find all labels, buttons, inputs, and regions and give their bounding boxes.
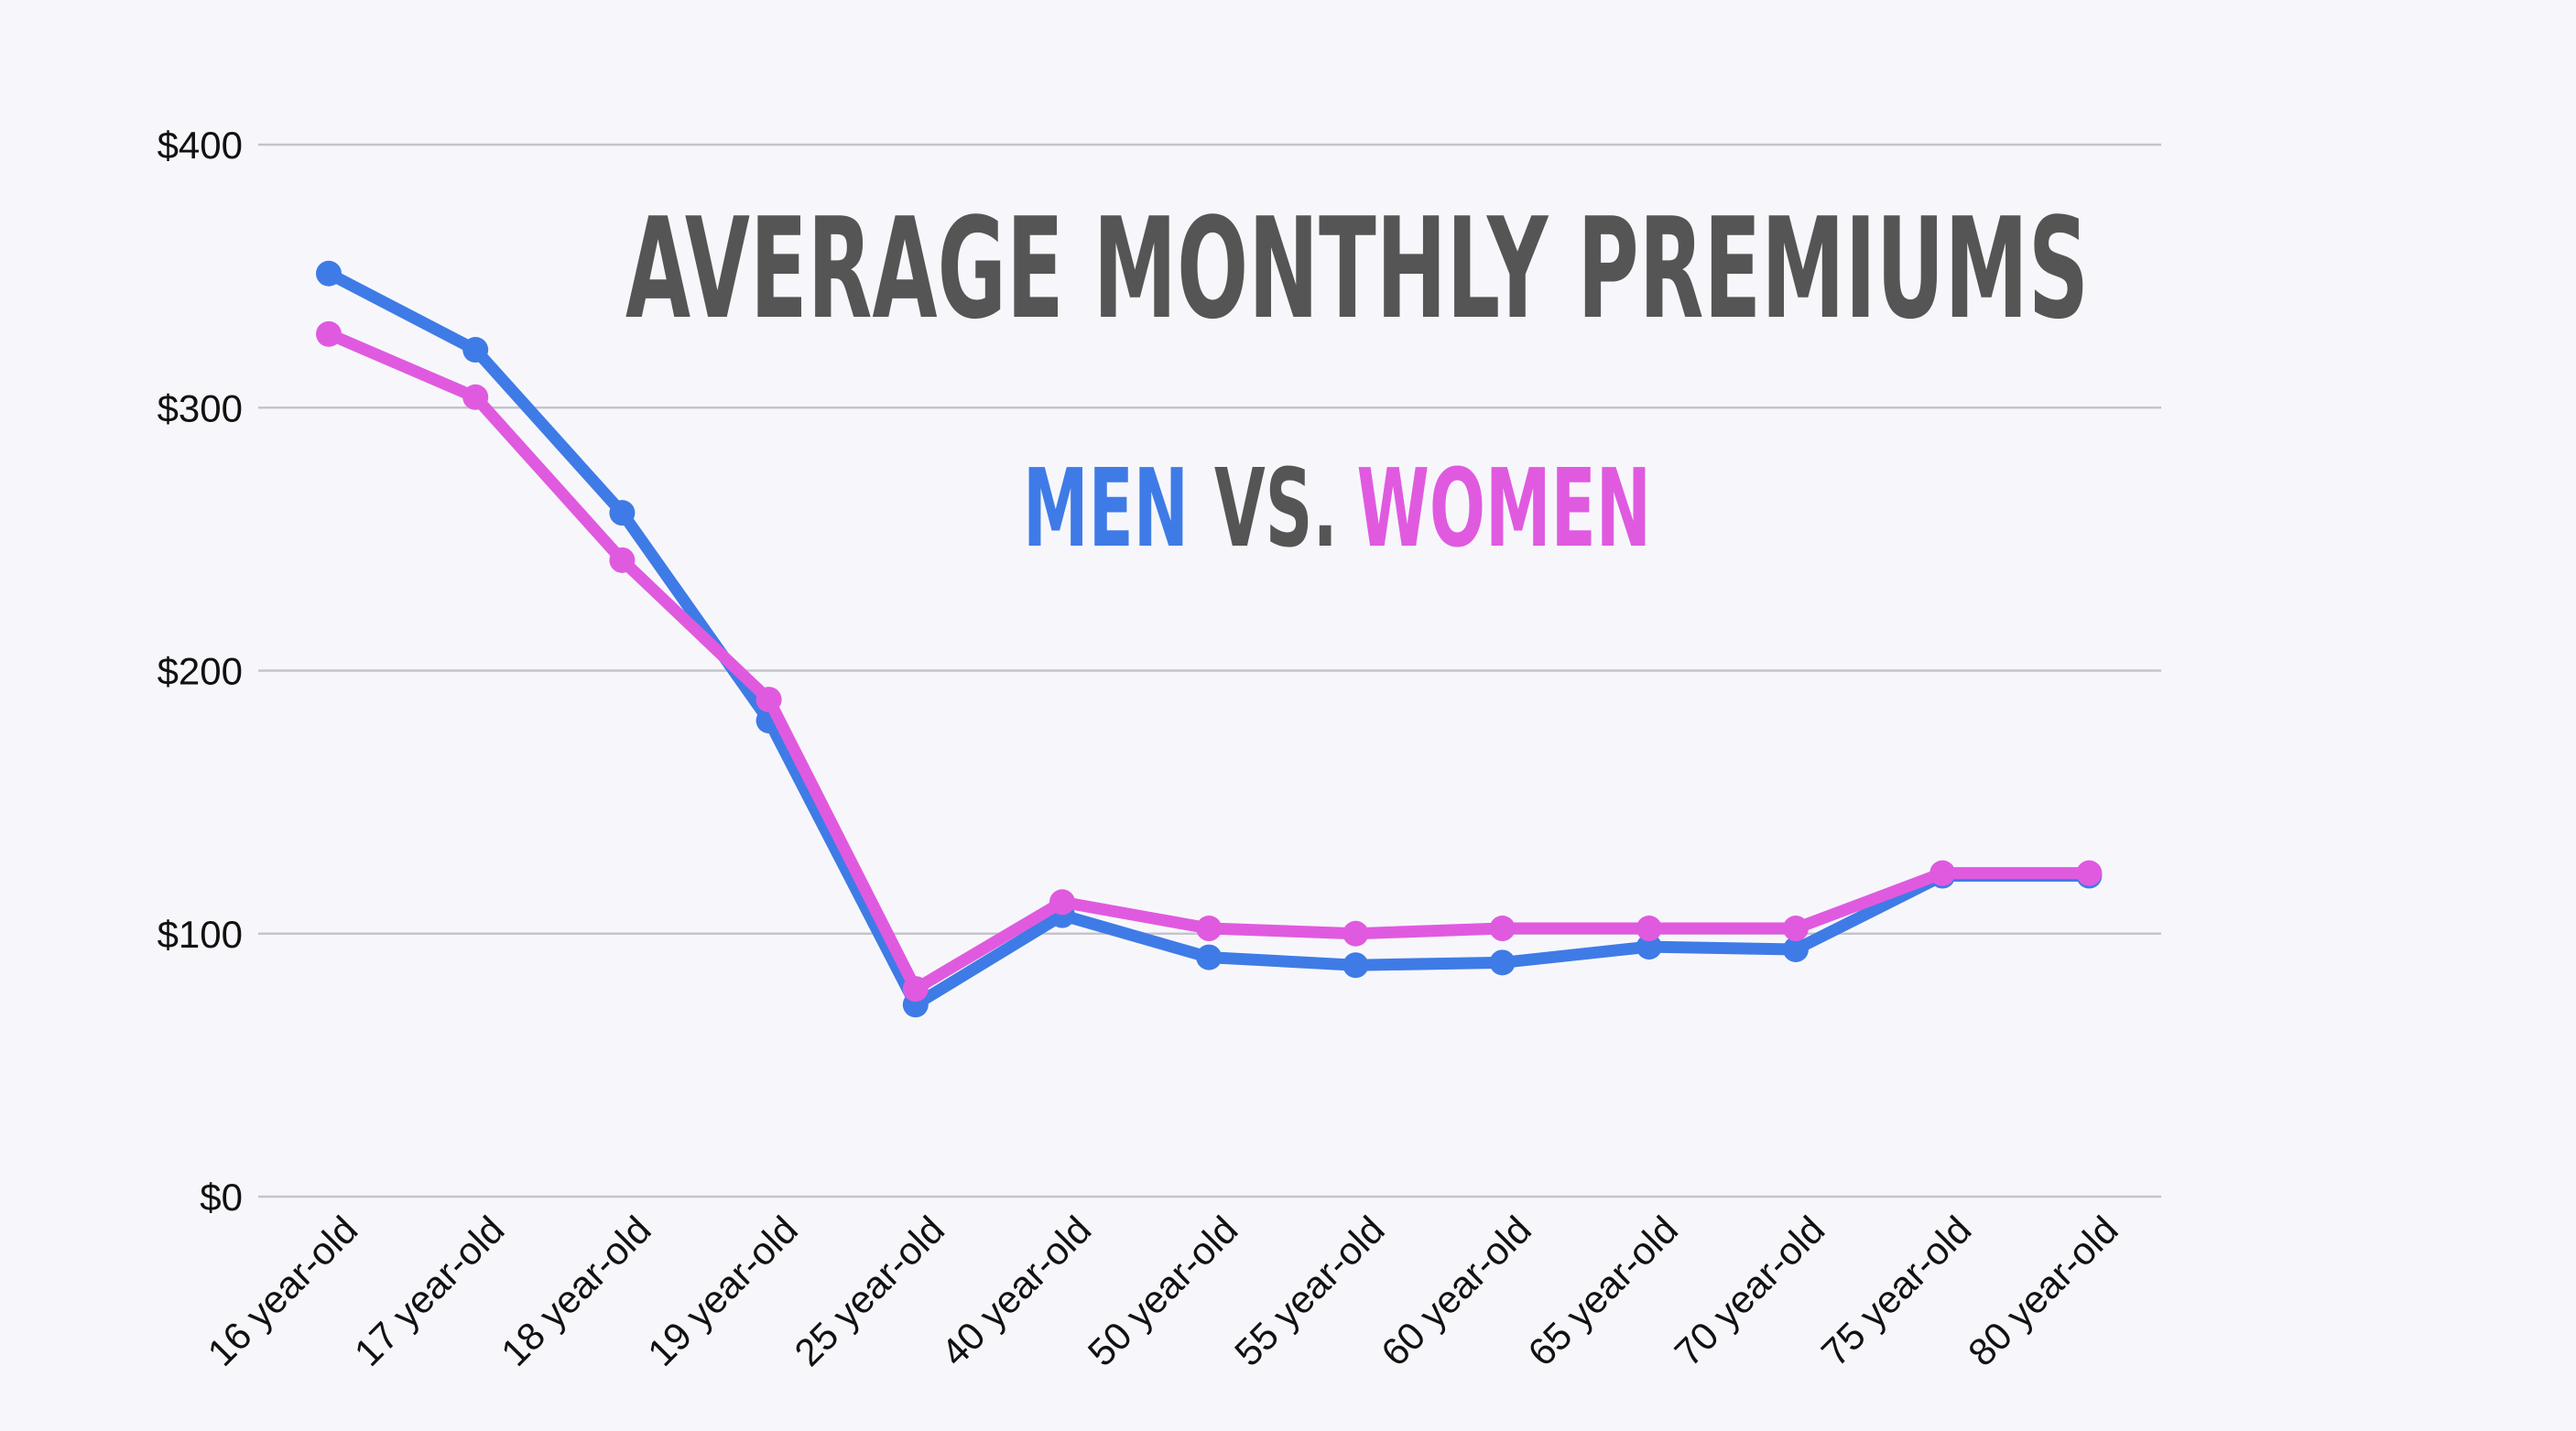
data-point-men [462,337,489,363]
data-point-women [609,547,636,573]
x-tick-label: 75 year-old [1813,1208,1980,1374]
data-point-men [1489,949,1516,976]
y-axis-tick-labels: $0 $100 $200 $300 $400 [158,124,243,1219]
data-point-women [1489,916,1516,942]
data-point-women [1636,916,1662,942]
x-tick-label: 25 year-old [786,1208,952,1374]
subtitle-vs: VS. [1214,445,1338,571]
x-tick-label: 65 year-old [1519,1208,1686,1374]
grid-lines [258,143,2161,1198]
x-tick-label: 50 year-old [1080,1208,1246,1374]
chart-subtitle: MENVS.WOMEN [1023,445,1651,571]
y-tick-label: $300 [158,386,243,429]
y-tick-label: $400 [158,124,243,167]
data-point-men [1636,934,1662,960]
y-tick-label: $200 [158,650,243,693]
data-point-women [1342,920,1369,947]
series-women [316,320,2103,1003]
series-line-men [322,267,2095,1011]
x-tick-label: 80 year-old [1960,1208,2126,1374]
x-tick-label: 55 year-old [1226,1208,1393,1374]
data-point-men [1783,936,1809,962]
series-line-women [322,328,2095,995]
y-tick-label: $100 [158,913,243,956]
data-point-women [2076,860,2103,886]
y-tick-label: $0 [200,1176,243,1219]
series-men [316,260,2103,1018]
series-group [316,260,2103,1018]
subtitle-women: WOMEN [1357,445,1651,571]
data-point-women [902,976,929,1003]
chart-title: AVERAGE MONTHLY PREMIUMS [625,188,2089,350]
x-tick-label: 17 year-old [346,1208,513,1374]
x-tick-label: 70 year-old [1667,1208,1833,1374]
data-point-women [462,384,489,410]
data-point-women [316,320,342,347]
data-point-women [1929,860,1956,886]
data-point-men [1342,952,1369,979]
data-point-men [1196,944,1223,970]
data-point-women [1196,916,1223,942]
x-tick-label: 19 year-old [639,1208,806,1374]
x-tick-label: 40 year-old [933,1208,1100,1374]
data-point-men [609,500,636,526]
data-point-men [316,260,342,287]
x-tick-label: 18 year-old [493,1208,659,1374]
subtitle-men: MEN [1023,445,1189,571]
data-point-women [755,687,782,713]
data-point-women [1783,916,1809,942]
x-tick-label: 16 year-old [200,1208,366,1374]
x-tick-label: 60 year-old [1373,1208,1539,1374]
data-point-women [1049,889,1075,916]
